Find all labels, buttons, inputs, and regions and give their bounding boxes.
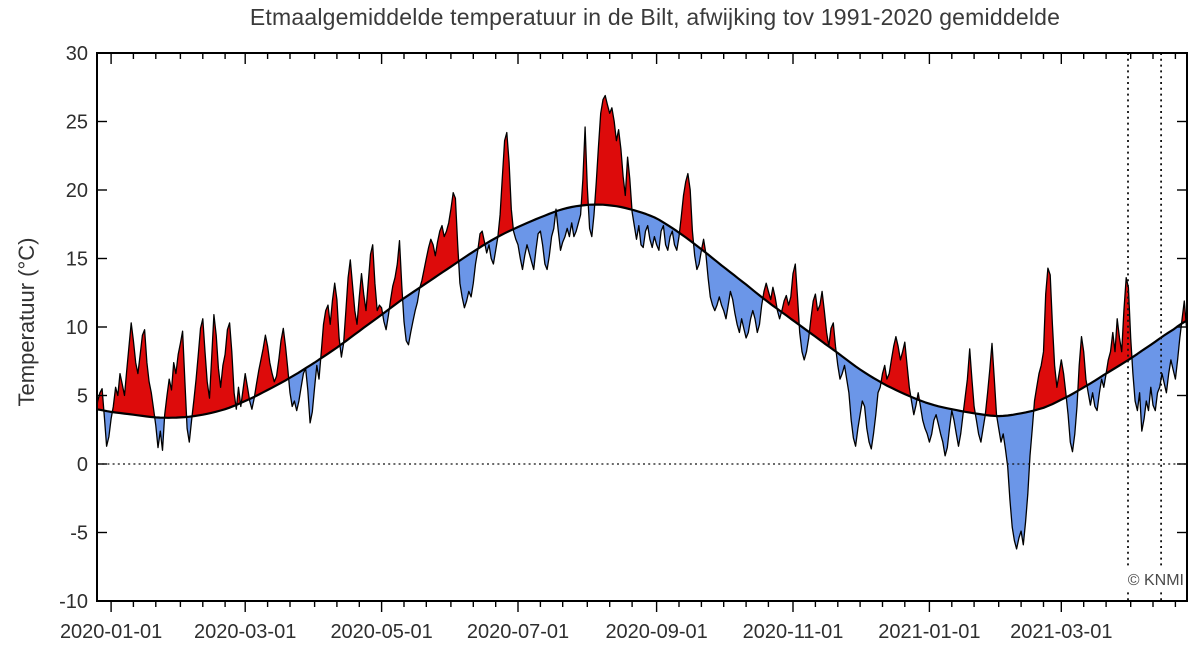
y-tick-labels: -10 -5 0 5 10 15 20 25 30 <box>59 43 88 613</box>
data-layer <box>97 94 1187 550</box>
y-tick-label: 30 <box>66 43 88 65</box>
x-axis-ticks <box>110 53 1177 612</box>
daily-temperature-line <box>97 94 1187 550</box>
y-tick-label: 0 <box>77 454 88 476</box>
chart-title: Etmaalgemiddelde temperatuur in de Bilt,… <box>249 4 1061 30</box>
y-tick-label: 5 <box>77 386 88 408</box>
x-tick-label: 2020-05-01 <box>330 621 432 643</box>
y-tick-label: 15 <box>66 249 88 271</box>
normal-1991-2020-line <box>97 203 1187 419</box>
y-tick-label: -5 <box>70 523 88 545</box>
x-tick-label: 2021-03-01 <box>1010 621 1112 643</box>
x-tick-label: 2021-01-01 <box>878 621 980 643</box>
y-tick-label: 20 <box>66 180 88 202</box>
y-axis-ticks <box>97 52 1187 602</box>
x-tick-label: 2020-07-01 <box>467 621 569 643</box>
y-tick-label: 25 <box>66 112 88 134</box>
below-normal-fill <box>97 204 1187 549</box>
y-tick-label: -10 <box>59 591 88 613</box>
copyright-knmi: © KNMI <box>1098 569 1184 592</box>
x-tick-labels: 2020-01-01 2020-03-01 2020-05-01 2020-07-01… <box>60 621 1113 643</box>
x-tick-label: 2020-03-01 <box>194 621 296 643</box>
y-tick-label: 10 <box>66 317 88 339</box>
x-tick-label: 2020-11-01 <box>743 621 844 643</box>
x-tick-label: 2020-01-01 <box>60 621 162 643</box>
x-tick-label: 2020-09-01 <box>605 621 707 643</box>
